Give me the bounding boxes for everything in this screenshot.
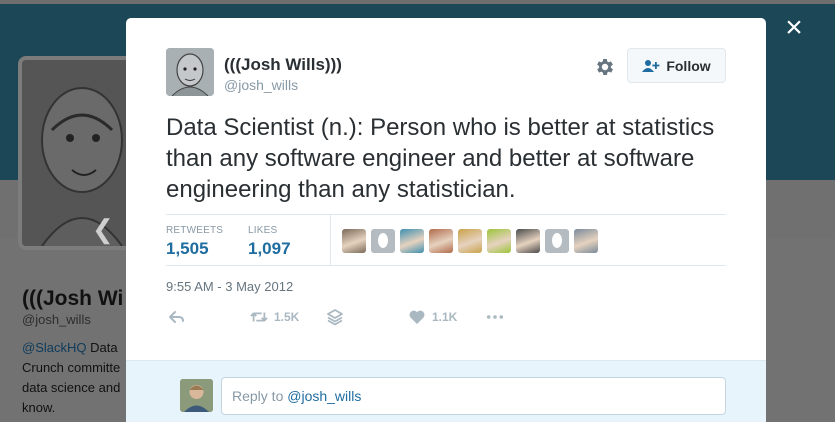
likes-label: LIKES	[248, 225, 278, 236]
profile-avatar[interactable]	[18, 56, 136, 250]
reply-area: Reply to @josh_wills	[126, 360, 766, 422]
liker-avatar[interactable]	[574, 229, 598, 253]
tweet-stats: RETWEETS 1,505 LIKES 1,097	[166, 214, 726, 266]
author-avatar[interactable]	[166, 48, 214, 96]
like-count: 1.1K	[432, 310, 458, 324]
bio-text: know.	[22, 400, 56, 415]
more-dots-icon	[486, 315, 504, 319]
likes-stat[interactable]: LIKES 1,097	[248, 225, 291, 259]
author-handle[interactable]: @josh_wills	[224, 77, 299, 93]
author-name[interactable]: (((Josh Wills)))	[224, 55, 342, 74]
bio-mention-link[interactable]: @SlackHQ	[22, 340, 87, 355]
retweet-icon	[250, 312, 268, 322]
retweet-count: 1.5K	[274, 310, 300, 324]
retweets-label: RETWEETS	[166, 225, 224, 236]
profile-handle: @josh_wills	[22, 312, 91, 327]
follow-label: Follow	[666, 57, 711, 74]
liker-avatar[interactable]	[516, 229, 540, 253]
close-icon[interactable]: ×	[785, 11, 803, 44]
tweet-text: Data Scientist (n.): Person who is bette…	[166, 114, 715, 203]
likers-avatars	[342, 229, 598, 253]
retweet-button[interactable]: 1.5K	[250, 308, 299, 326]
retweets-count: 1,505	[166, 239, 209, 258]
reply-input[interactable]: Reply to @josh_wills	[221, 377, 726, 415]
top-bar	[0, 0, 835, 4]
liker-avatar[interactable]	[487, 229, 511, 253]
more-button[interactable]	[486, 308, 504, 326]
gear-icon[interactable]	[594, 56, 616, 78]
tweet-modal: (((Josh Wills))) @josh_wills Follow Data…	[126, 18, 766, 422]
profile-name: (((Josh Wi	[22, 287, 124, 310]
sketch-portrait-image	[22, 60, 132, 246]
reply-mention: @josh_wills	[287, 388, 362, 404]
reply-icon	[169, 311, 184, 323]
sketch-portrait-image	[166, 48, 214, 96]
tweet-actions: 1.5K 1.1K	[166, 308, 726, 332]
liker-avatar[interactable]	[342, 229, 366, 253]
bio-text: Data	[86, 340, 118, 355]
add-to-moment-button[interactable]	[326, 308, 344, 326]
layers-icon	[327, 309, 343, 326]
liker-avatar[interactable]	[429, 229, 453, 253]
bio-text: data science and	[22, 380, 121, 395]
liker-default-avatar[interactable]	[371, 229, 395, 253]
retweets-stat[interactable]: RETWEETS 1,505	[166, 225, 223, 259]
reply-placeholder: Reply to	[232, 388, 288, 404]
chevron-left-icon[interactable]: ❮	[92, 214, 114, 244]
liker-avatar[interactable]	[400, 229, 424, 253]
like-button[interactable]: 1.1K	[408, 308, 457, 326]
liker-default-avatar[interactable]	[545, 229, 569, 253]
user-photo-image	[180, 379, 213, 412]
current-user-avatar[interactable]	[180, 379, 213, 412]
divider	[330, 215, 331, 265]
add-user-icon	[642, 59, 660, 72]
heart-icon	[409, 310, 425, 324]
reply-button[interactable]	[168, 308, 186, 326]
profile-bio: @SlackHQ Data Crunch committe data scien…	[22, 338, 126, 418]
likes-count: 1,097	[248, 239, 291, 258]
follow-button[interactable]: Follow	[627, 48, 726, 83]
bio-text: Crunch committe	[22, 360, 121, 375]
liker-avatar[interactable]	[458, 229, 482, 253]
tweet-timestamp[interactable]: 9:55 AM - 3 May 2012	[166, 279, 294, 294]
